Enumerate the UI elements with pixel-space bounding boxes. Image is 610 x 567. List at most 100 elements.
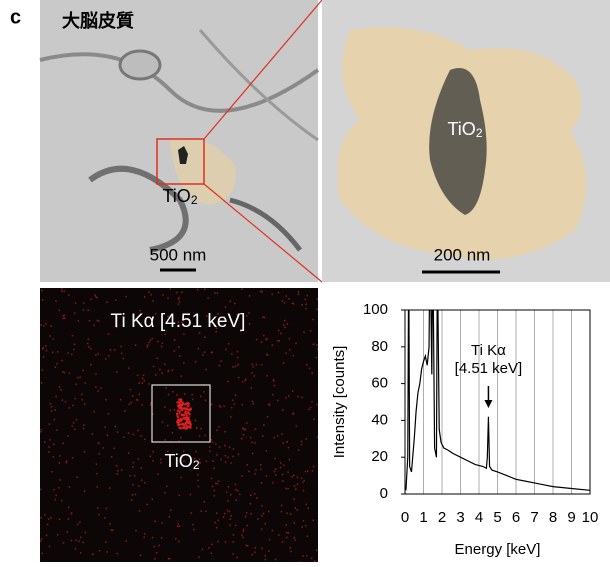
noise-dot xyxy=(68,372,71,374)
noise-dot xyxy=(291,390,294,393)
noise-dot xyxy=(294,488,297,491)
noise-dot xyxy=(131,494,134,496)
noise-dot xyxy=(215,330,218,333)
noise-dot xyxy=(197,474,199,476)
noise-dot xyxy=(297,395,299,398)
noise-dot xyxy=(181,321,183,323)
noise-dot xyxy=(116,431,119,433)
y-tick-label: 80 xyxy=(371,338,388,355)
x-tick-label: 8 xyxy=(549,509,557,526)
noise-dot xyxy=(164,439,166,441)
signal-dot xyxy=(178,410,181,413)
noise-dot xyxy=(183,362,185,364)
noise-dot xyxy=(241,437,243,440)
noise-dot xyxy=(169,557,171,560)
noise-dot xyxy=(254,547,256,549)
noise-dot xyxy=(316,298,318,300)
noise-dot xyxy=(248,470,250,473)
noise-dot xyxy=(137,458,140,460)
noise-dot xyxy=(54,409,57,411)
noise-dot xyxy=(304,470,307,473)
noise-dot xyxy=(65,461,67,464)
noise-dot xyxy=(53,418,56,421)
noise-dot xyxy=(132,461,135,464)
noise-dot xyxy=(115,465,118,467)
noise-dot xyxy=(207,297,209,299)
noise-dot xyxy=(251,400,254,403)
noise-dot xyxy=(285,524,288,526)
noise-dot xyxy=(210,403,213,406)
noise-dot xyxy=(61,288,63,290)
noise-dot xyxy=(45,323,47,325)
noise-dot xyxy=(58,462,61,464)
signal-dot xyxy=(177,404,180,407)
noise-dot xyxy=(40,430,42,433)
noise-dot xyxy=(268,550,270,552)
noise-dot xyxy=(245,378,247,381)
noise-dot xyxy=(285,532,288,534)
noise-dot xyxy=(183,393,186,395)
x-tick-label: 7 xyxy=(530,509,538,526)
signal-dot xyxy=(189,426,192,429)
noise-dot xyxy=(240,330,242,332)
noise-dot xyxy=(138,485,140,487)
noise-dot xyxy=(105,507,108,510)
noise-dot xyxy=(59,455,61,457)
noise-dot xyxy=(114,425,117,428)
signal-dot xyxy=(183,407,186,410)
noise-dot xyxy=(57,351,59,353)
signal-dot xyxy=(188,412,191,415)
noise-dot xyxy=(301,304,303,306)
noise-dot xyxy=(53,488,55,491)
noise-dot xyxy=(142,374,145,376)
noise-dot xyxy=(288,298,290,300)
noise-dot xyxy=(94,294,96,296)
noise-dot xyxy=(58,487,60,489)
noise-dot xyxy=(84,531,87,534)
noise-dot xyxy=(271,393,274,396)
noise-dot xyxy=(202,354,204,356)
noise-dot xyxy=(225,348,227,351)
particle-label: TiO2 xyxy=(162,186,197,207)
noise-dot xyxy=(174,538,177,540)
noise-dot xyxy=(93,410,95,413)
noise-dot xyxy=(288,458,291,461)
noise-dot xyxy=(214,292,216,294)
noise-dot xyxy=(139,554,142,557)
signal-dot xyxy=(187,402,190,405)
signal-dot xyxy=(187,426,190,429)
noise-dot xyxy=(315,356,318,359)
noise-dot xyxy=(198,461,201,464)
signal-dot xyxy=(180,400,183,403)
noise-dot xyxy=(140,467,142,469)
noise-dot xyxy=(65,460,68,462)
noise-dot xyxy=(88,346,90,348)
noise-dot xyxy=(77,523,79,526)
noise-dot xyxy=(75,419,78,421)
x-tick-label: 1 xyxy=(419,509,427,526)
noise-dot xyxy=(97,442,100,444)
noise-dot xyxy=(54,366,57,368)
noise-dot xyxy=(283,319,286,322)
noise-dot xyxy=(281,300,284,302)
signal-dot xyxy=(185,403,188,406)
noise-dot xyxy=(211,351,213,353)
noise-dot xyxy=(296,509,298,511)
noise-dot xyxy=(260,341,263,343)
noise-dot xyxy=(218,446,221,448)
noise-dot xyxy=(261,515,263,517)
noise-dot xyxy=(78,540,80,543)
noise-dot xyxy=(77,320,80,322)
signal-dot xyxy=(179,419,182,422)
noise-dot xyxy=(245,544,248,547)
noise-dot xyxy=(40,382,43,384)
noise-dot xyxy=(294,507,297,509)
noise-dot xyxy=(248,295,251,297)
noise-dot xyxy=(285,487,287,490)
annotation: [4.51 keV] xyxy=(455,360,523,377)
noise-dot xyxy=(116,470,119,472)
noise-dot xyxy=(287,532,290,534)
noise-dot xyxy=(268,403,270,406)
noise-dot xyxy=(194,419,197,422)
noise-dot xyxy=(266,337,268,340)
